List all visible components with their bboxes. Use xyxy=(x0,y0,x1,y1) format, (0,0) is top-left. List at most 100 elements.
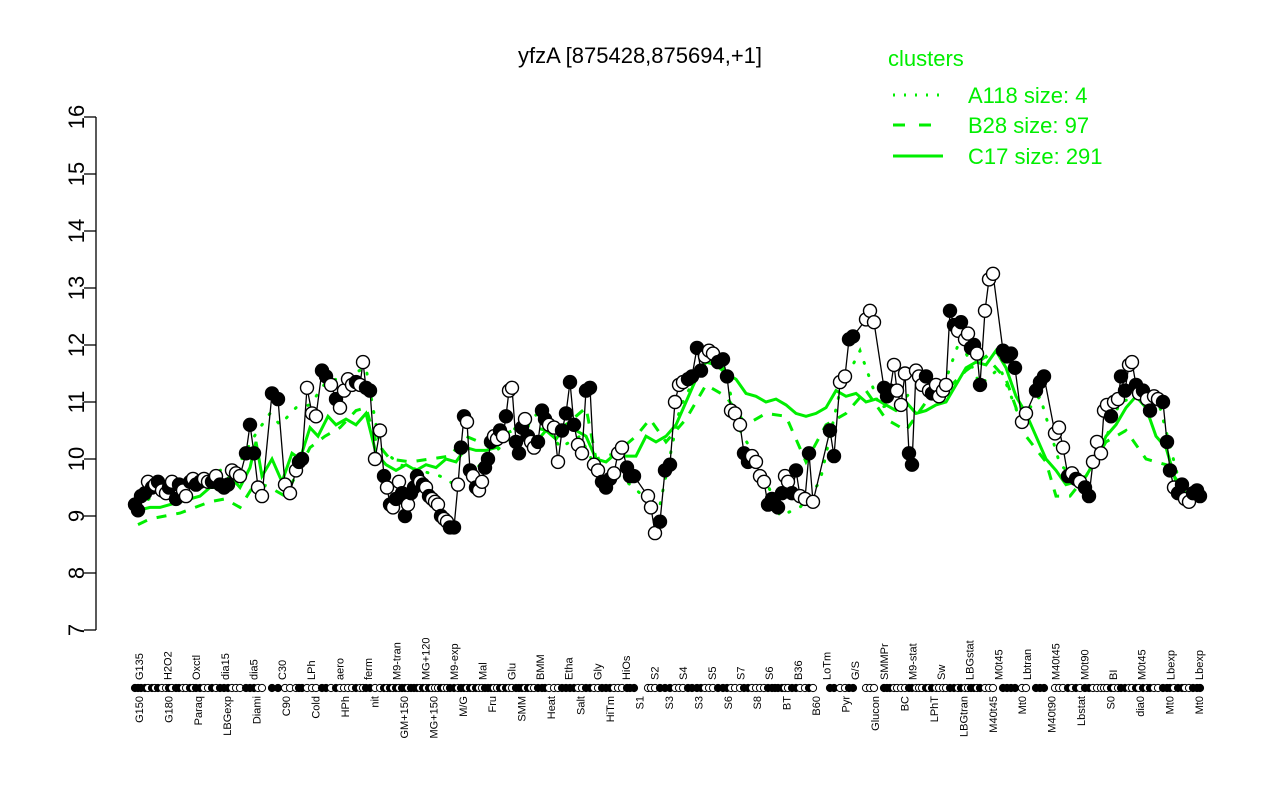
x-label-bottom: S0 xyxy=(1106,696,1118,709)
data-point xyxy=(788,463,804,478)
x-label-bottom: Fru xyxy=(487,696,499,713)
x-label-top: dia5 xyxy=(249,659,261,680)
x-label-bottom: MG+150 xyxy=(428,696,440,739)
data-point xyxy=(446,520,462,535)
y-tick-label: 12 xyxy=(64,333,89,357)
data-point xyxy=(178,488,194,504)
x-label-top: ferm xyxy=(363,658,375,680)
x-label-bottom: dia0 xyxy=(1135,696,1147,717)
x-label-top: Sw xyxy=(936,665,948,680)
y-tick-label: 9 xyxy=(64,510,89,522)
data-point xyxy=(1081,488,1097,504)
data-point xyxy=(566,417,582,432)
x-label-top: G135 xyxy=(134,653,146,680)
data-point xyxy=(1142,403,1158,418)
data-point xyxy=(826,448,842,464)
data-point xyxy=(938,377,954,393)
data-point xyxy=(450,477,466,492)
data-point xyxy=(667,394,683,410)
x-label-top: S4 xyxy=(678,667,690,680)
y-tick-label: 7 xyxy=(64,624,89,636)
x-label-top: M40t45 xyxy=(1051,643,1063,680)
x-label-bottom: M40t90 xyxy=(1047,696,1059,733)
x-label-top: M9-exp xyxy=(449,643,461,680)
data-point xyxy=(1162,463,1178,478)
data-point xyxy=(805,494,821,509)
data-point xyxy=(517,411,533,427)
x-label-top: C30 xyxy=(277,660,289,680)
y-axis: 7 8 9 10 11 12 13 14 15 16 xyxy=(64,105,97,636)
data-point xyxy=(299,380,315,395)
x-label-top: Lbtran xyxy=(1022,649,1034,680)
data-point xyxy=(614,440,630,455)
x-label-top: BMM xyxy=(535,654,547,680)
data-point xyxy=(294,451,310,467)
x-label-top: S2 xyxy=(650,667,662,680)
plot-series xyxy=(127,266,1208,541)
x-label-bottom: Mt0 xyxy=(1164,696,1176,714)
data-point xyxy=(220,477,236,492)
data-point xyxy=(495,429,511,444)
x-label-top: Lbexp xyxy=(1165,650,1177,680)
x-marker xyxy=(869,683,879,693)
data-point xyxy=(652,514,668,529)
x-label-top: Oxctl xyxy=(191,655,203,680)
x-label-bottom: C90 xyxy=(281,696,293,716)
data-point xyxy=(574,446,590,461)
data-point xyxy=(732,417,748,432)
x-label-top: Etha xyxy=(564,656,576,680)
x-label-bottom: M/G xyxy=(458,696,470,717)
data-point xyxy=(282,486,298,501)
x-label-bottom: SMM xyxy=(517,696,529,722)
data-point xyxy=(1124,354,1140,370)
data-point xyxy=(606,466,622,481)
x-marker xyxy=(848,683,858,693)
x-label-bottom: S3 xyxy=(693,696,705,709)
data-point xyxy=(130,503,146,518)
x-marker xyxy=(988,683,998,693)
data-point xyxy=(550,454,566,470)
x-label-bottom: nit xyxy=(369,696,381,708)
x-marker xyxy=(1195,683,1205,693)
data-point xyxy=(511,446,527,461)
x-label-bottom: Mt0 xyxy=(1017,696,1029,714)
x-label-bottom: BC xyxy=(899,696,911,711)
data-point xyxy=(756,474,772,489)
x-label-bottom: Cold xyxy=(311,696,323,719)
data-point xyxy=(715,352,731,367)
x-label-top: Glu xyxy=(506,663,518,680)
x-label-top: M9-tran xyxy=(392,642,404,680)
x-label-top: Mal xyxy=(478,662,490,680)
data-point xyxy=(801,446,817,461)
x-label-bottom: Pyr xyxy=(841,696,853,713)
legend-entry-b28: B28 size: 97 xyxy=(968,113,1089,138)
x-label-bottom: S3 xyxy=(664,696,676,709)
data-point xyxy=(582,380,598,395)
data-point xyxy=(474,474,490,489)
data-point xyxy=(1018,406,1034,421)
data-point xyxy=(837,369,853,384)
data-point xyxy=(1103,409,1119,424)
x-label-top: BI xyxy=(1108,670,1120,680)
x-label-top: Lbexp xyxy=(1194,650,1206,680)
y-tick-label: 14 xyxy=(64,219,89,243)
data-point xyxy=(242,417,258,432)
x-marker xyxy=(1010,683,1020,693)
x-label-top: M0t45 xyxy=(993,649,1005,680)
x-label-top: Gly xyxy=(592,663,604,680)
data-point xyxy=(308,409,324,424)
x-label-bottom: B60 xyxy=(811,696,823,716)
y-tick-label: 11 xyxy=(64,391,89,414)
x-label-top: S5 xyxy=(707,667,719,680)
x-label-top: S6 xyxy=(764,667,776,680)
cluster-line xyxy=(137,347,1197,512)
data-point xyxy=(626,468,642,484)
x-label-top: LoTm xyxy=(821,652,833,680)
x-label-top: aero xyxy=(334,658,346,680)
data-point xyxy=(845,329,861,344)
data-point xyxy=(367,451,383,467)
data-point xyxy=(643,500,659,515)
data-point xyxy=(972,377,988,393)
x-marker xyxy=(257,683,267,693)
x-label-bottom: HPh xyxy=(340,696,352,717)
